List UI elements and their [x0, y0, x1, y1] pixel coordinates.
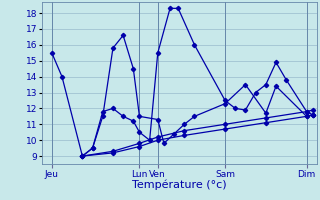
X-axis label: Température (°c): Température (°c): [132, 180, 227, 190]
